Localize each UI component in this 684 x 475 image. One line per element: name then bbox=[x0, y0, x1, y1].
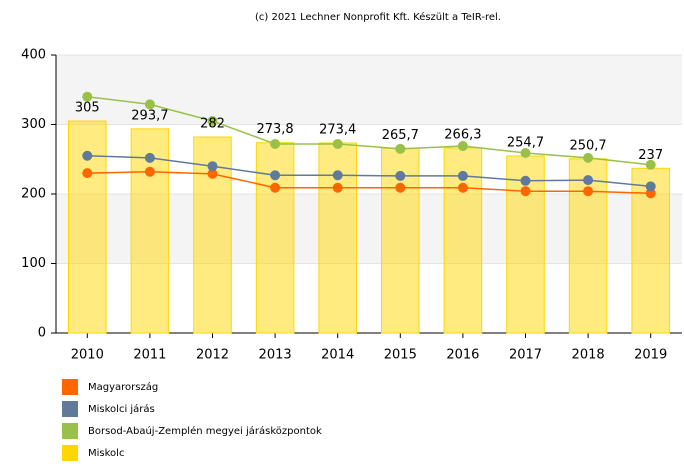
x-tick-label: 2010 bbox=[71, 348, 104, 363]
line bbox=[87, 171, 651, 195]
x-tick-label: 2016 bbox=[446, 348, 479, 363]
marker bbox=[332, 170, 343, 181]
marker bbox=[457, 170, 468, 181]
value-label: 273,4 bbox=[319, 122, 356, 137]
legend-label: Miskolc bbox=[88, 448, 124, 459]
bar bbox=[130, 128, 170, 334]
legend-label: Miskolci járás bbox=[88, 403, 155, 415]
marker bbox=[645, 159, 656, 170]
legend-label: Magyarország bbox=[88, 381, 158, 393]
marker bbox=[82, 91, 93, 102]
marker bbox=[395, 182, 406, 193]
y-tick-label: 300 bbox=[21, 117, 46, 132]
line bbox=[87, 95, 651, 166]
legend-swatch bbox=[62, 401, 78, 417]
marker bbox=[270, 170, 281, 181]
value-label: 266,3 bbox=[444, 127, 481, 142]
marker bbox=[332, 182, 343, 193]
value-label: 282 bbox=[200, 117, 225, 132]
marker bbox=[82, 168, 93, 179]
marker bbox=[395, 170, 406, 181]
marker bbox=[520, 147, 531, 158]
value-label: 273,8 bbox=[256, 122, 293, 137]
marker bbox=[207, 161, 218, 172]
value-label: 305 bbox=[75, 101, 100, 116]
x-tick-label: 2017 bbox=[509, 348, 542, 363]
x-tick-label: 2015 bbox=[384, 348, 417, 363]
x-tick-label: 2011 bbox=[133, 348, 166, 363]
y-tick-label: 400 bbox=[21, 48, 46, 63]
x-tick-label: 2013 bbox=[259, 348, 292, 363]
y-tick-label: 0 bbox=[38, 326, 46, 341]
marker bbox=[583, 186, 594, 197]
marker bbox=[82, 150, 93, 161]
grid-band bbox=[56, 55, 682, 125]
value-label: 254,7 bbox=[507, 135, 544, 150]
marker bbox=[645, 188, 656, 199]
marker bbox=[144, 99, 155, 110]
y-tick-label: 100 bbox=[21, 256, 46, 271]
chart-title: (c) 2021 Lechner Nonprofit Kft. Készült … bbox=[255, 11, 501, 23]
marker bbox=[583, 175, 594, 186]
marker bbox=[207, 168, 218, 179]
value-label: 250,7 bbox=[569, 138, 606, 153]
x-tick-label: 2014 bbox=[321, 348, 354, 363]
marker bbox=[332, 138, 343, 149]
y-tick-label: 200 bbox=[21, 187, 46, 202]
marker bbox=[270, 138, 281, 149]
marker bbox=[583, 152, 594, 163]
legend-swatch bbox=[62, 379, 78, 395]
marker bbox=[144, 166, 155, 177]
legend-swatch bbox=[62, 445, 78, 461]
line bbox=[87, 155, 651, 188]
marker bbox=[144, 152, 155, 163]
value-label: 293,7 bbox=[131, 108, 168, 123]
x-tick-label: 2012 bbox=[196, 348, 229, 363]
x-tick-label: 2019 bbox=[634, 348, 667, 363]
value-label: 237 bbox=[638, 148, 663, 163]
marker bbox=[520, 186, 531, 197]
x-tick-label: 2018 bbox=[572, 348, 605, 363]
marker bbox=[207, 116, 218, 127]
marker bbox=[457, 182, 468, 193]
marker bbox=[520, 175, 531, 186]
value-label: 265,7 bbox=[382, 128, 419, 143]
marker bbox=[270, 182, 281, 193]
marker bbox=[645, 181, 656, 192]
legend-swatch bbox=[62, 423, 78, 439]
marker bbox=[395, 143, 406, 154]
legend-label: Borsod-Abaúj-Zemplén megyei járásközpont… bbox=[88, 425, 322, 437]
marker bbox=[457, 141, 468, 152]
